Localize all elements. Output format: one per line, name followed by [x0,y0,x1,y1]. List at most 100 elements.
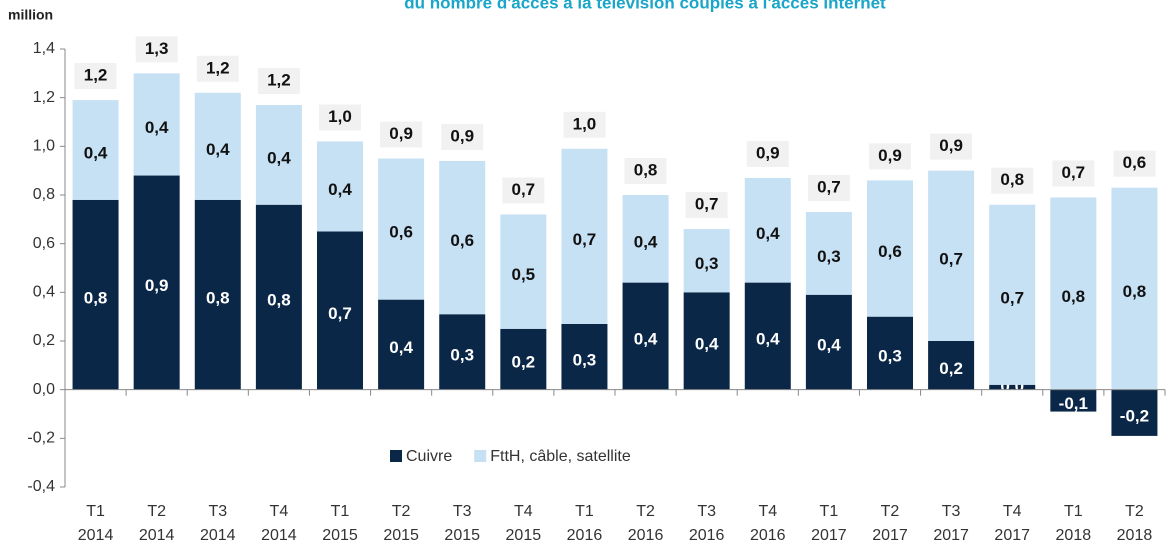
total-label-box [257,67,300,94]
total-label: 0,9 [878,146,902,165]
data-label: 0,6 [389,223,413,242]
data-label: 0,4 [756,224,780,243]
bar-segment [928,341,975,390]
x-tick-label: 2014 [261,527,297,544]
total-label: 1,3 [145,39,169,58]
total-label-box [991,167,1034,194]
y-tick-label: 1,4 [33,40,55,57]
total-label-box [502,177,545,204]
x-tick-label: T3 [208,503,227,520]
total-label: 0,8 [1000,170,1024,189]
bar-segment [805,294,852,390]
x-tick-label: T3 [942,503,961,520]
data-label: 0,4 [84,143,108,162]
y-tick-label: 0,0 [33,381,55,398]
x-tick-label: 2017 [994,527,1030,544]
data-label: 0,4 [756,330,780,349]
data-label: 0,2 [939,359,963,378]
bar-segment [439,160,486,315]
chart-title: du nombre d'accès à la télévision couplé… [404,0,886,12]
x-tick-label: T1 [86,503,105,520]
data-label: -0,2 [1120,406,1149,425]
data-label: 0,4 [695,334,719,353]
total-label: 0,7 [817,178,841,197]
data-label: 0,5 [512,265,536,284]
total-label-box [196,55,239,82]
data-label: 0,7 [328,304,352,323]
total-label: 0,9 [756,143,780,162]
x-tick-label: T2 [881,503,900,520]
y-tick-label: 0,8 [33,186,55,203]
total-label-box [930,133,973,160]
bar-segment [72,100,119,200]
x-tick-label: 2016 [628,527,664,544]
data-label: 0,6 [878,242,902,261]
data-label: 0,4 [145,118,169,137]
data-label: 0,8 [206,288,230,307]
total-label: 0,7 [695,195,719,214]
total-label-box [135,36,178,63]
x-tick-label: T1 [1064,503,1083,520]
total-label-box [1113,150,1156,177]
data-label: 0,3 [450,345,474,364]
bar-segment [622,195,669,283]
bar-segment [561,323,608,390]
legend-swatch [474,450,487,462]
bar-segment [378,299,425,390]
y-tick-label: 1,0 [33,138,55,155]
bar-segment [989,204,1036,385]
total-label-box [624,158,667,184]
data-label: 0,7 [1000,288,1024,307]
total-label-box [441,123,484,150]
x-tick-label: T1 [331,503,350,520]
x-tick-label: 2014 [78,527,114,544]
x-tick-label: 2016 [567,527,603,544]
total-label: 1,0 [573,114,597,133]
data-label: 0,8 [1062,287,1086,306]
x-tick-label: 2014 [200,527,236,544]
data-label: -0,1 [1059,394,1088,413]
data-label: 0,8 [1123,282,1147,301]
y-axis-label: million [8,7,53,23]
x-tick-label: 2016 [750,527,786,544]
bar-segment [194,92,241,200]
total-label-box [869,143,911,170]
data-label: 0,9 [145,276,169,295]
x-tick-label: T2 [147,503,166,520]
data-label: 0,3 [817,247,841,266]
bar-segment [989,384,1036,390]
y-tick-label: 1,2 [33,89,55,106]
total-label-box [319,104,361,131]
total-label: 0,7 [512,180,536,199]
x-tick-label: T4 [758,503,777,520]
bar-segment [561,148,608,324]
bar-segment [1050,389,1097,412]
data-label: 0,3 [573,350,597,369]
bar-segment [133,73,180,176]
x-tick-label: 2015 [383,527,419,544]
total-label: 1,0 [328,107,352,126]
x-tick-label: 2017 [872,527,908,544]
total-label: 1,2 [206,58,230,77]
x-tick-label: 2015 [444,527,480,544]
data-label: 0,7 [939,249,963,268]
bar-segment [1050,197,1097,390]
data-label: 0,4 [389,338,413,357]
bar-segment [500,214,547,329]
data-label: 0,4 [817,336,841,355]
data-label: 0,4 [206,140,230,159]
data-label: 0,4 [634,330,658,349]
data-label: 0,6 [450,231,474,250]
data-label: 0,7 [573,230,597,249]
y-tick-label: 0,6 [33,235,55,252]
data-label: 0,2 [512,353,536,372]
bar-segment [378,158,425,300]
total-label-box [685,192,728,219]
legend-label: FttH, câble, satellite [490,448,631,465]
x-tick-label: T4 [270,503,289,520]
total-label: 0,8 [634,160,658,179]
bar-segment [500,328,547,390]
data-label: 0,4 [267,148,291,167]
bar-segment [867,316,913,390]
